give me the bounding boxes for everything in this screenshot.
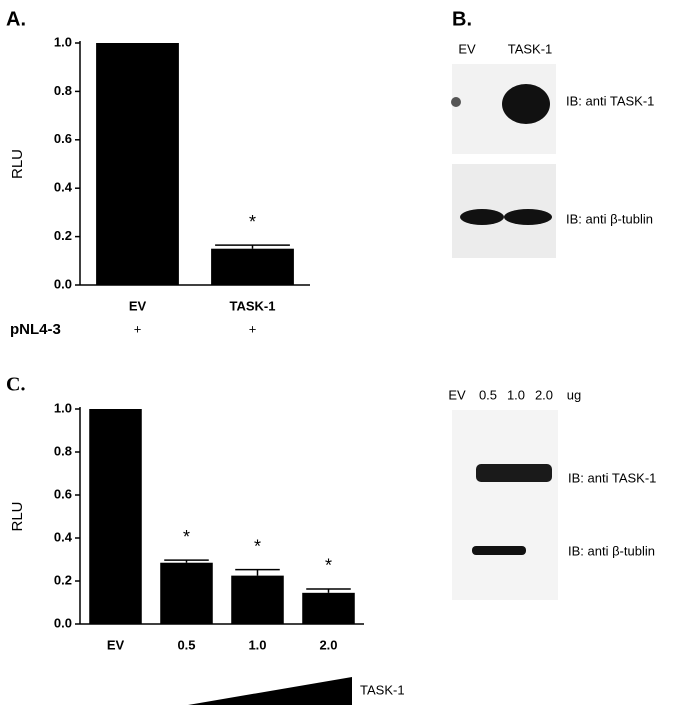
y-tick-label: 1.0: [54, 400, 72, 415]
y-tick-label: 0.0: [54, 276, 72, 291]
y-tick-label: 0.8: [54, 83, 72, 98]
blot-d: EV 0.5 1.0 2.0 ug IB: anti TASK-1 IB: an…: [448, 387, 656, 600]
panel-label: A.: [6, 8, 26, 30]
blot-row-label: IB: anti β-tublin: [566, 211, 653, 226]
y-tick-label: 0.6: [54, 131, 72, 146]
band: [451, 97, 461, 107]
significance-mark: *: [183, 527, 190, 547]
bar: [211, 248, 294, 285]
y-tick-label: 1.0: [54, 34, 72, 49]
x-tick-label: EV: [129, 298, 147, 313]
lane-label: 0.5: [479, 387, 497, 402]
x-tick-label: 1.0: [248, 637, 266, 652]
gradient-triangle: [188, 677, 352, 705]
x-tick-label: EV: [107, 637, 125, 652]
y-tick-label: 0.0: [54, 615, 72, 630]
blot-row-label: IB: anti TASK-1: [566, 93, 654, 108]
panel-label: C.: [6, 374, 25, 396]
band: [472, 546, 526, 555]
lane-label: EV: [458, 41, 476, 56]
y-tick-label: 0.8: [54, 443, 72, 458]
bar: [96, 43, 179, 285]
gradient-label: TASK-1: [360, 682, 405, 697]
treatment-value: +: [134, 321, 142, 336]
x-tick-label: TASK-1: [230, 298, 276, 313]
y-tick-label: 0.4: [54, 180, 73, 195]
blot-image: [452, 410, 558, 600]
treatment-label: pNL4-3: [10, 321, 61, 338]
x-tick-label: 0.5: [177, 637, 195, 652]
blot-row-label: IB: anti TASK-1: [568, 470, 656, 485]
significance-mark: *: [254, 536, 261, 556]
band: [460, 209, 504, 225]
lane-label: 1.0: [507, 387, 525, 402]
bar: [231, 575, 284, 624]
blot-b: EV TASK-1 IB: anti TASK-1 IB: anti β-tub…: [451, 41, 654, 258]
y-tick-label: 0.2: [54, 228, 72, 243]
significance-mark: *: [325, 556, 332, 576]
band: [504, 209, 552, 225]
lane-label: TASK-1: [508, 41, 553, 56]
lane-label: 2.0: [535, 387, 553, 402]
significance-mark: *: [249, 212, 256, 232]
y-axis-label: RLU: [9, 149, 26, 179]
treatment-value: +: [249, 321, 257, 336]
bar: [302, 592, 355, 624]
lane-label: EV: [448, 387, 466, 402]
bar: [160, 562, 213, 624]
band: [476, 464, 552, 482]
blot-row-label: IB: anti β-tublin: [568, 543, 655, 558]
x-tick-label: 2.0: [319, 637, 337, 652]
bar: [89, 409, 142, 624]
y-axis-label: RLU: [9, 501, 26, 531]
y-tick-label: 0.4: [54, 529, 73, 544]
band: [502, 84, 550, 124]
panel-label: B.: [452, 8, 472, 30]
y-tick-label: 0.2: [54, 572, 72, 587]
y-tick-label: 0.6: [54, 486, 72, 501]
lane-label: ug: [567, 387, 581, 402]
